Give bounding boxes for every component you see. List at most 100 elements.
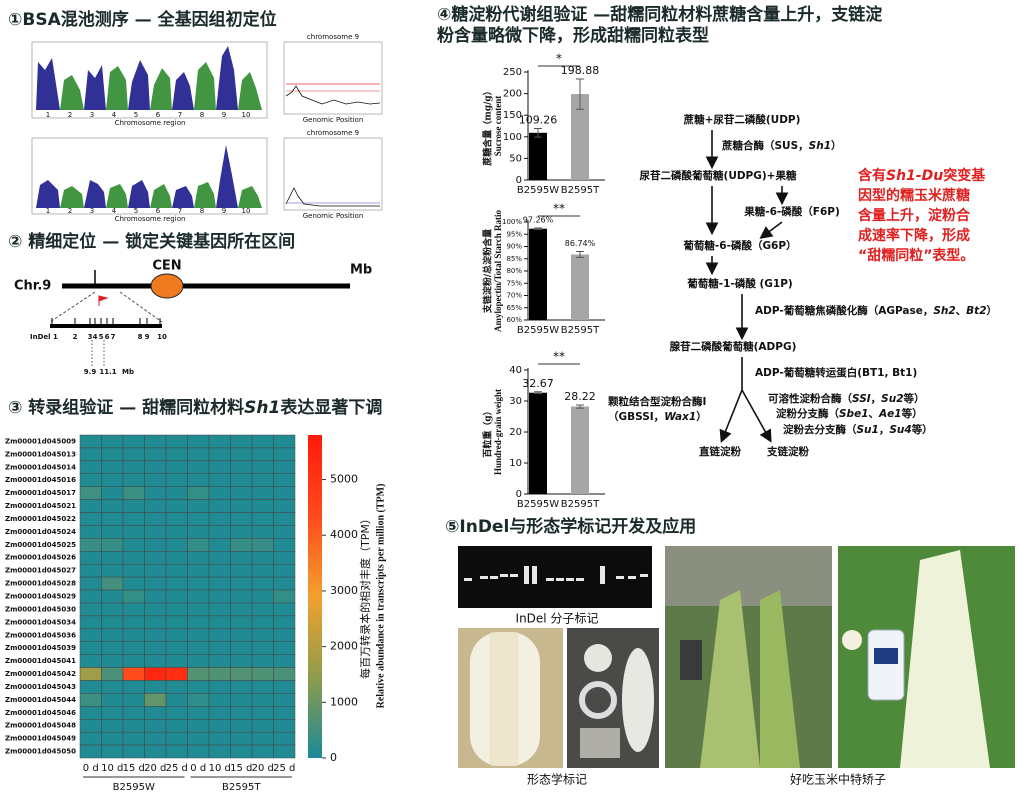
heatmap-cell <box>122 473 145 487</box>
heatmap-cell <box>230 538 253 552</box>
text-segment: 因型的糯玉米蔗糖 <box>858 187 970 204</box>
heatmap-cell <box>273 486 296 500</box>
text-segment: Wax1 <box>664 411 696 423</box>
heatmap-cell <box>187 615 210 630</box>
heatmap-cell <box>273 602 296 617</box>
heatmap-cell <box>122 731 145 746</box>
text-segment: ADP-葡萄糖转运蛋白(BT1, Bt1) <box>755 366 917 379</box>
y-axis-label: 蔗糖含量（mg/g） <box>482 86 494 166</box>
heatmap-cell <box>122 718 145 733</box>
heatmap-cell <box>273 744 296 759</box>
x-tick-label: 20 d <box>252 763 274 774</box>
heatmap-cell <box>165 434 188 449</box>
heatmap-cell <box>230 473 253 487</box>
heatmap-cell <box>101 706 124 720</box>
chromosome-label: 1 <box>46 207 50 215</box>
heatmap-cell <box>165 706 188 720</box>
heatmap-cell <box>208 589 231 604</box>
heatmap-cell <box>187 551 210 565</box>
heatmap-cell <box>251 460 274 475</box>
y-tick-label: 50 <box>509 153 522 164</box>
text-segment: ③ 转录组验证 — 甜糯同粒材料 <box>8 397 244 418</box>
heatmap-cell <box>165 551 188 565</box>
heatmap-cell <box>251 667 274 681</box>
heatmap-cell <box>187 744 210 759</box>
heatmap-cell <box>208 473 231 487</box>
gene-label: Zm00001d045024 <box>5 528 76 536</box>
heatmap-cell <box>144 602 167 617</box>
heatmap-cell <box>79 744 102 759</box>
heatmap-cell <box>79 486 102 500</box>
text-segment: 可溶性淀粉合酶（ <box>768 392 852 405</box>
heatmap-cell <box>122 576 145 591</box>
chromosome-label: 3 <box>90 207 94 215</box>
heatmap-cell <box>273 434 296 449</box>
heatmap-cell <box>79 499 102 513</box>
heatmap-cell <box>79 576 102 591</box>
panel-title: ⑤InDel与形态学标记开发及应用 <box>445 516 696 537</box>
interval-label: 11.1 <box>99 368 116 376</box>
heatmap-cell <box>187 473 210 487</box>
y-tick-label: 100% <box>502 218 522 226</box>
colorbar-tick-label: 1000 <box>330 695 358 708</box>
heatmap-cell <box>208 718 231 733</box>
panel-title: ④糖淀粉代谢组验证 —甜糯同粒材料蔗糖含量上升，支链淀 <box>437 4 883 25</box>
heatmap-cell <box>187 706 210 720</box>
gene-label: Zm00001d045044 <box>5 696 76 704</box>
chromosome-name: Chr.9 <box>14 279 51 294</box>
text-segment: ADP-葡萄糖焦磷酸化酶（AGPase， <box>755 304 933 317</box>
heatmap-cell <box>230 718 253 733</box>
y-axis-label: Amylopectin/Total Starch Ratio <box>493 210 503 333</box>
heatmap-cell <box>101 615 124 630</box>
heatmap-cell <box>251 525 274 539</box>
heatmap-cell <box>144 589 167 604</box>
gene-label: Zm00001d045013 <box>5 450 76 458</box>
zoom-x-label: Genomic Position <box>303 212 364 220</box>
heatmap-cell <box>122 525 145 539</box>
heatmap-cell <box>79 602 102 617</box>
heatmap-cell <box>273 576 296 591</box>
marker-label: 9 <box>145 333 150 341</box>
heatmap-cell <box>273 706 296 720</box>
text-segment: ） <box>696 410 707 423</box>
marker-label: 10 <box>157 333 167 341</box>
heatmap-cell <box>144 641 167 655</box>
gene-label: Zm00001d045026 <box>5 554 76 562</box>
heatmap-cell <box>187 667 210 681</box>
interval-label: 9.9 <box>84 368 97 376</box>
heatmap-cell <box>187 641 210 655</box>
x-tick-label: 0 d <box>190 763 206 774</box>
error-bar <box>534 391 542 395</box>
heatmap-cell <box>208 525 231 539</box>
gene-label: Zm00001d045016 <box>5 476 76 484</box>
heatmap-cell <box>101 538 124 552</box>
heatmap-cell <box>79 563 102 578</box>
text-segment: 尿苷二磷酸葡萄糖(UDPG)+果糖 <box>640 169 797 182</box>
heatmap-cell <box>122 512 145 526</box>
text-segment: Bt2 <box>966 305 986 317</box>
note-line: 含有Sh1-Du突变基 <box>858 167 986 184</box>
chromosome-label: 2 <box>68 111 72 119</box>
photo-caption: InDel 分子标记 <box>516 612 599 626</box>
heatmap-cell <box>144 460 167 475</box>
heatmap-cell <box>101 718 124 733</box>
pathway-node: 淀粉分支酶（Sbe1、Ae1等） <box>776 407 923 420</box>
heatmap-cell <box>273 447 296 462</box>
heatmap-cell <box>165 628 188 642</box>
heatmap-cell <box>79 667 102 681</box>
heatmap-cell <box>101 551 124 565</box>
heatmap-cell <box>251 654 274 668</box>
heatmap-cell <box>165 486 188 500</box>
marker-label: InDel 1 <box>30 333 58 341</box>
heatmap-cell <box>230 667 253 681</box>
heatmap-cell <box>208 641 231 655</box>
heatmap-cell <box>144 538 167 552</box>
text-segment: Ae1 <box>878 408 902 420</box>
heatmap-cell <box>165 731 188 746</box>
heatmap-cell <box>79 628 102 642</box>
heatmap-cell <box>165 654 188 668</box>
colorbar-tick-label: 4000 <box>330 528 358 541</box>
heatmap-cell <box>230 589 253 604</box>
heatmap-cell <box>273 641 296 655</box>
